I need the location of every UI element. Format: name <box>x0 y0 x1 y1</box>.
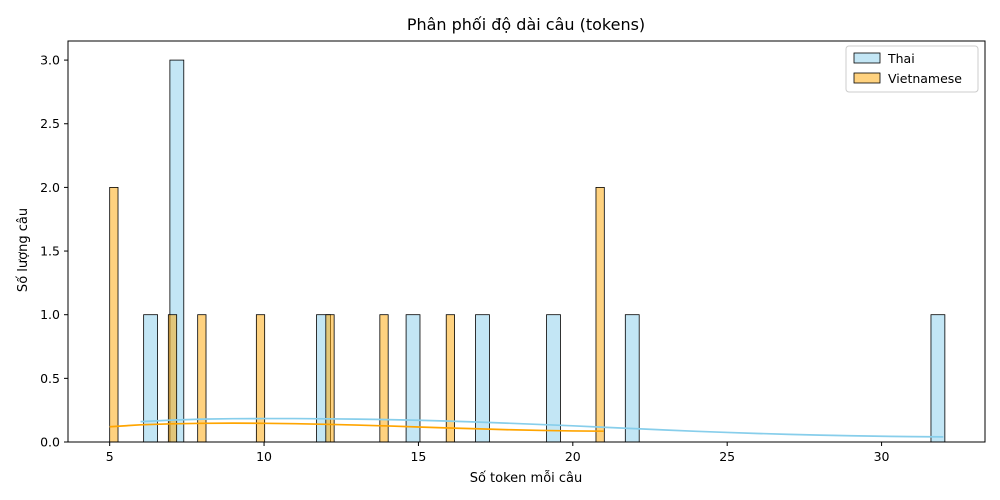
bar-thai-7 <box>930 314 946 443</box>
bar-vietnamese-6 <box>445 314 455 443</box>
y-tick-label-0: 0.0 <box>40 435 60 450</box>
chart-title: Phân phối độ dài câu (tokens) <box>407 15 645 34</box>
plot-area: 5 10 15 20 25 30 0.0 0.5 1.0 1.5 2.0 2.5 3.0 <box>40 40 986 464</box>
x-tick-label-5: 30 <box>874 449 890 464</box>
y-tick-label-1: 0.5 <box>40 371 60 386</box>
bar-thai-5 <box>546 314 561 443</box>
y-axis-title: Số lượng câu <box>16 208 31 292</box>
bar-thai-6 <box>624 314 640 443</box>
legend-label-vietnamese: Vietnamese <box>888 71 962 86</box>
bar-vietnamese-4 <box>325 314 335 443</box>
y-tick-label-6: 3.0 <box>40 53 60 68</box>
x-tick-label-0: 5 <box>106 449 114 464</box>
x-tick-label-3: 20 <box>565 449 581 464</box>
bar-thai-0 <box>143 314 158 443</box>
bar-vietnamese-0 <box>109 186 119 443</box>
x-tick-label-4: 25 <box>719 449 735 464</box>
y-tick-label-3: 1.5 <box>40 244 60 259</box>
kde-line-thai <box>140 417 944 438</box>
x-tick-label-1: 10 <box>256 449 272 464</box>
legend: Thai Vietnamese <box>845 45 979 93</box>
bar-thai-3 <box>405 314 421 443</box>
y-tick-label-4: 2.0 <box>40 180 60 195</box>
legend-swatch-vietnamese <box>853 72 881 84</box>
legend-swatch-thai <box>853 52 881 64</box>
x-axis-title: Số token mỗi câu <box>470 471 583 486</box>
kde-line-vietnamese <box>109 422 604 433</box>
y-tick-label-5: 2.5 <box>40 116 60 131</box>
bar-vietnamese-7 <box>595 186 605 443</box>
legend-label-thai: Thai <box>887 51 915 66</box>
x-tick-label-2: 15 <box>410 449 426 464</box>
bar-vietnamese-5 <box>379 314 389 443</box>
y-tick-label-2: 1.0 <box>40 307 60 322</box>
axes-frame <box>67 40 986 443</box>
